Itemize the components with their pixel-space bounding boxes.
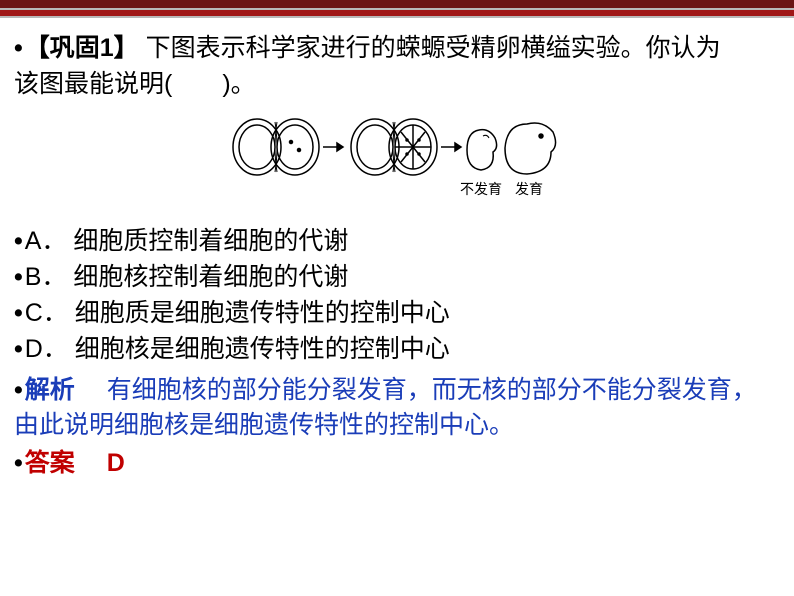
explanation-text-2: 由此说明细胞核是细胞遗传特性的控制中心。 <box>14 411 514 439</box>
header-band <box>0 0 794 20</box>
question-line-1: •【巩固1】 下图表示科学家进行的蝾螈受精卵横缢实验。你认为 <box>14 32 780 66</box>
diagram-label-right: 发育 <box>515 182 543 198</box>
answer-line: •答案 D <box>14 447 780 481</box>
question-line-2: 该图最能说明( )。 <box>14 68 780 102</box>
question-text-2: 该图最能说明( )。 <box>14 70 256 98</box>
explanation-line-2: 由此说明细胞核是细胞遗传特性的控制中心。 <box>14 409 780 443</box>
explanation-line-1: •解析 有细胞核的部分能分裂发育，而无核的部分不能分裂发育， <box>14 374 780 408</box>
bullet: • <box>14 34 23 62</box>
explanation-label: 解析 <box>25 376 75 404</box>
option-c: •C． 细胞质是细胞遗传特性的控制中心 <box>14 295 780 331</box>
experiment-diagram: 不发育 发育 <box>227 112 567 202</box>
option-a: •A． 细胞质控制着细胞的代谢 <box>14 223 780 259</box>
answer-label: 答案 <box>25 449 75 477</box>
option-b: •B． 细胞核控制着细胞的代谢 <box>14 259 780 295</box>
diagram: 不发育 发育 <box>14 112 780 207</box>
diagram-label-left: 不发育 <box>460 182 502 198</box>
explanation-text-1: 有细胞核的部分能分裂发育，而无核的部分不能分裂发育， <box>107 376 757 404</box>
question-text-1: 下图表示科学家进行的蝾螈受精卵横缢实验。你认为 <box>146 34 721 62</box>
answer-value: D <box>107 449 125 477</box>
slide-content: •【巩固1】 下图表示科学家进行的蝾螈受精卵横缢实验。你认为 该图最能说明( )… <box>0 20 794 481</box>
question-label: 【巩固1】 <box>25 34 139 62</box>
option-d: •D． 细胞核是细胞遗传特性的控制中心 <box>14 331 780 367</box>
